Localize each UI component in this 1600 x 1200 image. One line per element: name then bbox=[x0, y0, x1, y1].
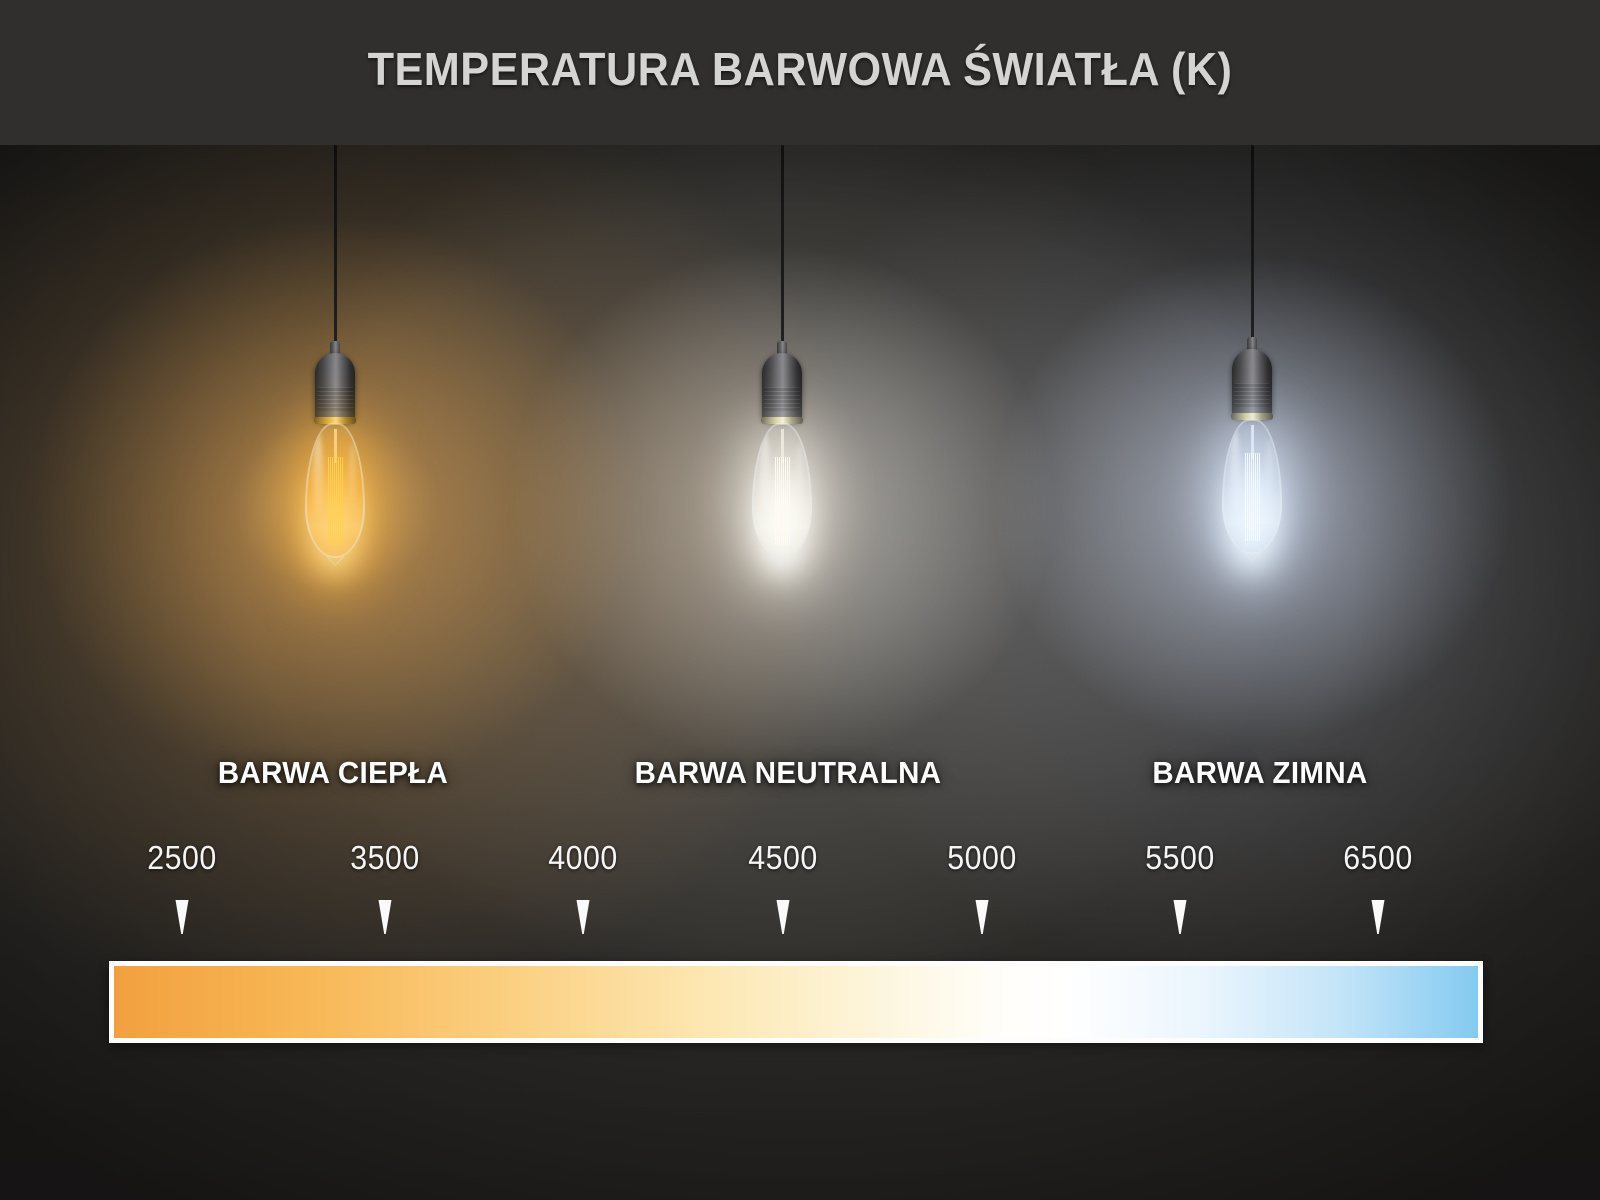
tick-marker-5500 bbox=[1174, 900, 1187, 934]
tick-label-4000: 4000 bbox=[548, 839, 618, 876]
pendant-cord bbox=[334, 145, 337, 349]
page-title: TEMPERATURA BARWOWA ŚWIATŁA (K) bbox=[367, 43, 1233, 95]
tick-label-6500: 6500 bbox=[1343, 839, 1413, 876]
tick-marker-4500 bbox=[777, 900, 790, 934]
bulb-scene: BARWA CIEPŁA BARWA NEUTRALNA BARWA ZIMNA… bbox=[0, 145, 1600, 1200]
category-label-warm: BARWA CIEPŁA bbox=[217, 755, 449, 790]
pendant-cord bbox=[781, 145, 784, 349]
tick-label-4500: 4500 bbox=[748, 839, 818, 876]
header-bar: TEMPERATURA BARWOWA ŚWIATŁA (K) bbox=[0, 0, 1600, 145]
tick-label-5500: 5500 bbox=[1145, 839, 1215, 876]
neutral-bulb bbox=[722, 145, 842, 705]
tick-marker-6500 bbox=[1372, 900, 1385, 934]
kelvin-gradient-bar bbox=[114, 966, 1478, 1038]
bulb-filament bbox=[327, 457, 343, 545]
warm-bulb bbox=[275, 145, 395, 705]
tick-marker-4000 bbox=[577, 900, 590, 934]
cool-bulb bbox=[1192, 145, 1312, 705]
tick-label-3500: 3500 bbox=[350, 839, 420, 876]
pendant-cord bbox=[1251, 145, 1254, 345]
bulb-socket bbox=[1232, 349, 1272, 417]
category-label-neutral: BARWA NEUTRALNA bbox=[634, 755, 942, 790]
tick-label-2500: 2500 bbox=[147, 839, 217, 876]
bulb-socket bbox=[762, 353, 802, 421]
bulb-glass-tip bbox=[1242, 546, 1262, 562]
tick-marker-3500 bbox=[379, 900, 392, 934]
kelvin-gradient-bar-frame bbox=[109, 961, 1483, 1043]
bulb-socket bbox=[315, 353, 355, 421]
tick-label-5000: 5000 bbox=[947, 839, 1017, 876]
bulb-glass-tip bbox=[325, 550, 345, 566]
bulb-filament bbox=[774, 457, 790, 545]
tick-marker-2500 bbox=[176, 900, 189, 934]
bulb-glass-tip bbox=[772, 550, 792, 566]
tick-marker-5000 bbox=[976, 900, 989, 934]
bulb-filament bbox=[1244, 453, 1260, 541]
category-label-cool: BARWA ZIMNA bbox=[1152, 755, 1368, 790]
